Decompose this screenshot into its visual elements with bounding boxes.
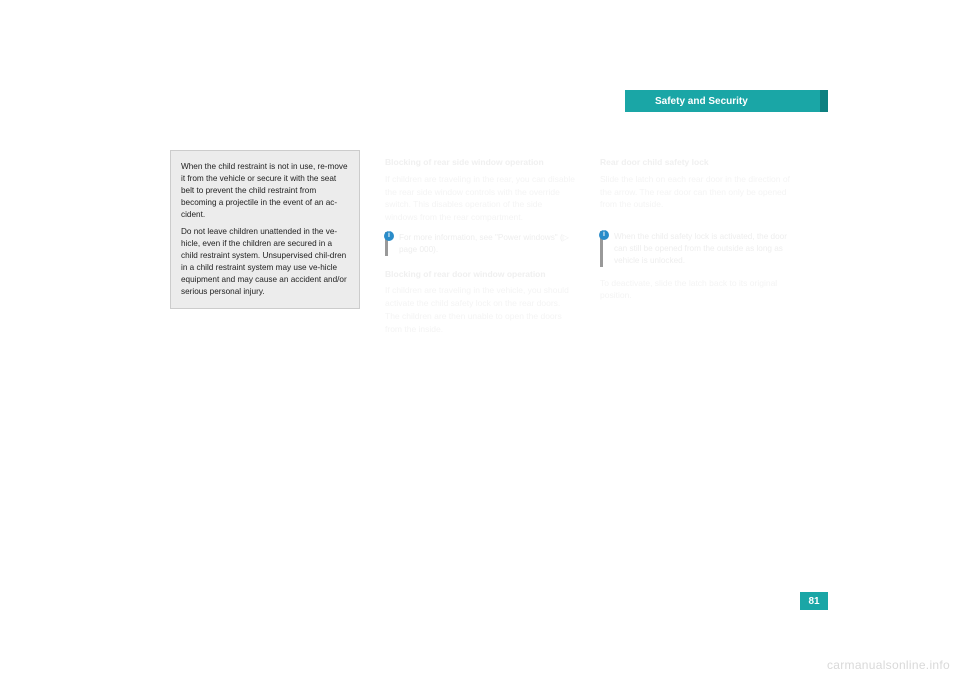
warning-box: When the child restraint is not in use, …: [170, 150, 360, 309]
info-icon: i: [384, 231, 394, 241]
info-block: i For more information, see "Power windo…: [385, 232, 575, 256]
body-text: To deactivate, slide the latch back to i…: [600, 277, 790, 303]
info-text: For more information, see "Power windows…: [393, 232, 575, 256]
column-2: Blocking of rear side window operation I…: [385, 150, 575, 341]
subheading: Blocking of rear door window operation: [385, 268, 575, 281]
info-block: i When the child safety lock is activate…: [600, 231, 790, 267]
section-header: Safety and Security: [625, 90, 820, 112]
warning-paragraph: Do not leave children unattended in the …: [181, 226, 349, 297]
page-number-badge: 81: [800, 592, 828, 610]
body-text: Slide the latch on each rear door in the…: [600, 173, 790, 211]
manual-page: Safety and Security When the child restr…: [140, 60, 820, 620]
column-3: Rear door child safety lock Slide the la…: [600, 150, 790, 308]
column-1: When the child restraint is not in use, …: [170, 150, 360, 309]
watermark: carmanualsonline.info: [827, 658, 950, 672]
header-tab: [820, 90, 828, 112]
body-text: If children are traveling in the vehicle…: [385, 284, 575, 335]
info-icon: i: [599, 230, 609, 240]
info-text: When the child safety lock is activated,…: [608, 231, 790, 267]
body-text: If children are traveling in the rear, y…: [385, 173, 575, 224]
subheading: Rear door child safety lock: [600, 156, 790, 169]
page-number: 81: [808, 596, 819, 607]
section-title: Safety and Security: [655, 96, 748, 107]
subheading: Blocking of rear side window operation: [385, 156, 575, 169]
warning-paragraph: When the child restraint is not in use, …: [181, 161, 349, 220]
